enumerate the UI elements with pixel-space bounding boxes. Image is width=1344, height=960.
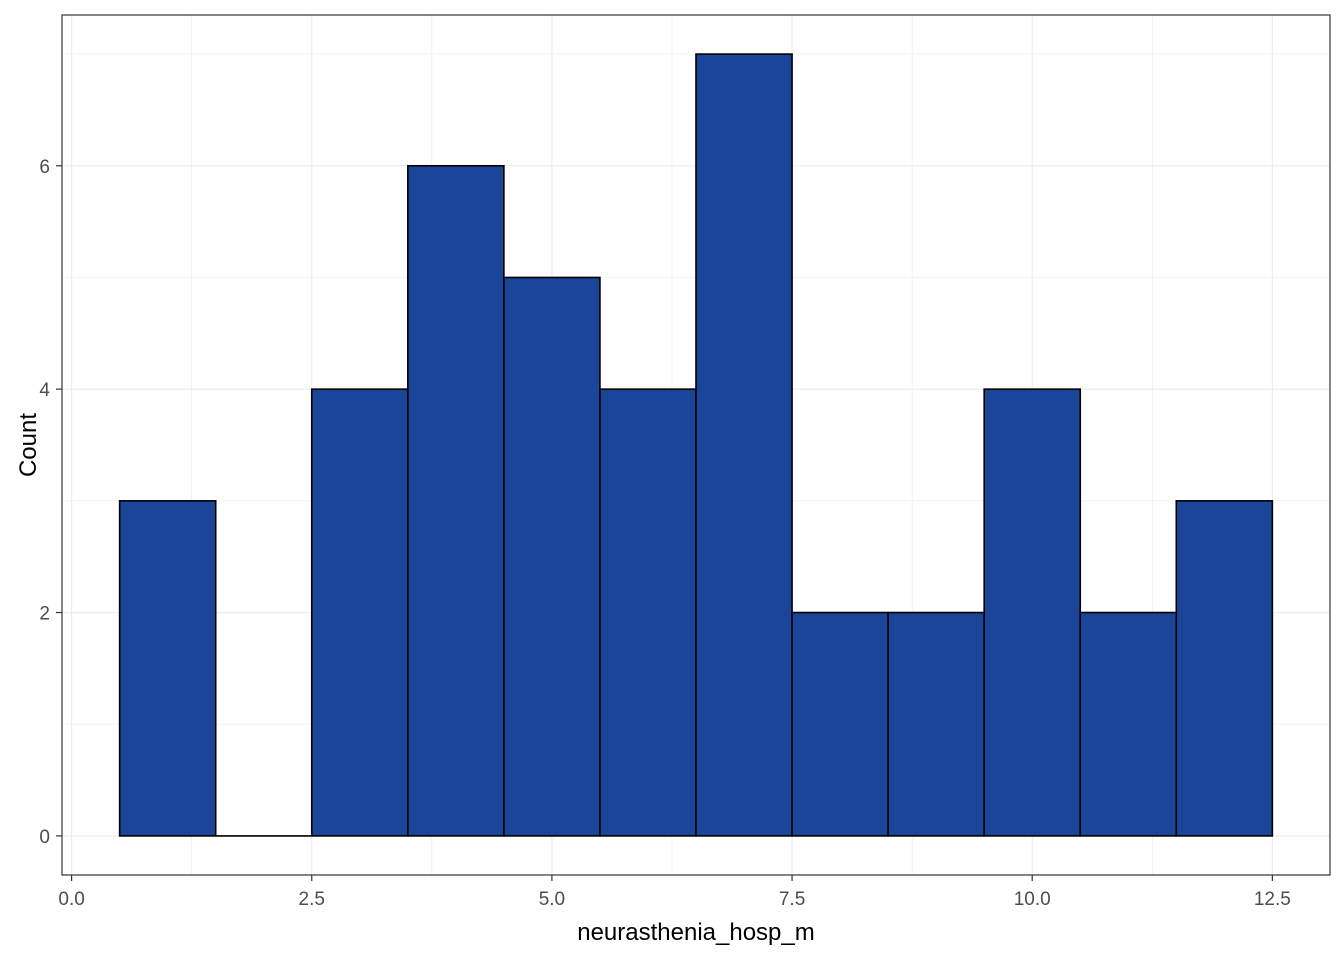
x-tick-label-3: 7.5 — [779, 889, 805, 910]
histogram-bar-11 — [1175, 500, 1274, 837]
x-tick-label-4: 10.0 — [1014, 889, 1051, 910]
x-tick-label-1: 2.5 — [299, 889, 325, 910]
histogram-bar-9 — [983, 388, 1082, 837]
x-tick-label-2: 5.0 — [539, 889, 565, 910]
histogram-bar-8 — [887, 611, 985, 837]
histogram-bar-4 — [503, 276, 601, 837]
axis-ticks: 0.0 2.5 5.0 7.5 10.0 12.5 0 2 4 6 — [39, 157, 1290, 910]
histogram-bar-3 — [407, 164, 505, 837]
histogram-bar-6 — [695, 53, 793, 837]
histogram-bar-7 — [791, 611, 889, 837]
x-axis-title: neurasthenia_hosp_m — [577, 919, 815, 946]
histogram-bars — [118, 53, 1274, 837]
x-tick-label-0: 0.0 — [58, 889, 84, 910]
y-tick-label-3: 6 — [39, 157, 50, 178]
x-tick-label-5: 12.5 — [1254, 889, 1291, 910]
histogram-bar-5 — [599, 388, 697, 837]
y-tick-label-2: 4 — [39, 380, 50, 401]
y-axis-title: Count — [15, 413, 42, 477]
y-tick-label-1: 2 — [39, 604, 50, 625]
panel-border — [61, 14, 1331, 876]
histogram-bar-0 — [118, 500, 217, 837]
y-tick-label-0: 0 — [39, 827, 50, 848]
histogram-bar-10 — [1079, 611, 1178, 837]
histogram-bar-2 — [310, 388, 409, 837]
